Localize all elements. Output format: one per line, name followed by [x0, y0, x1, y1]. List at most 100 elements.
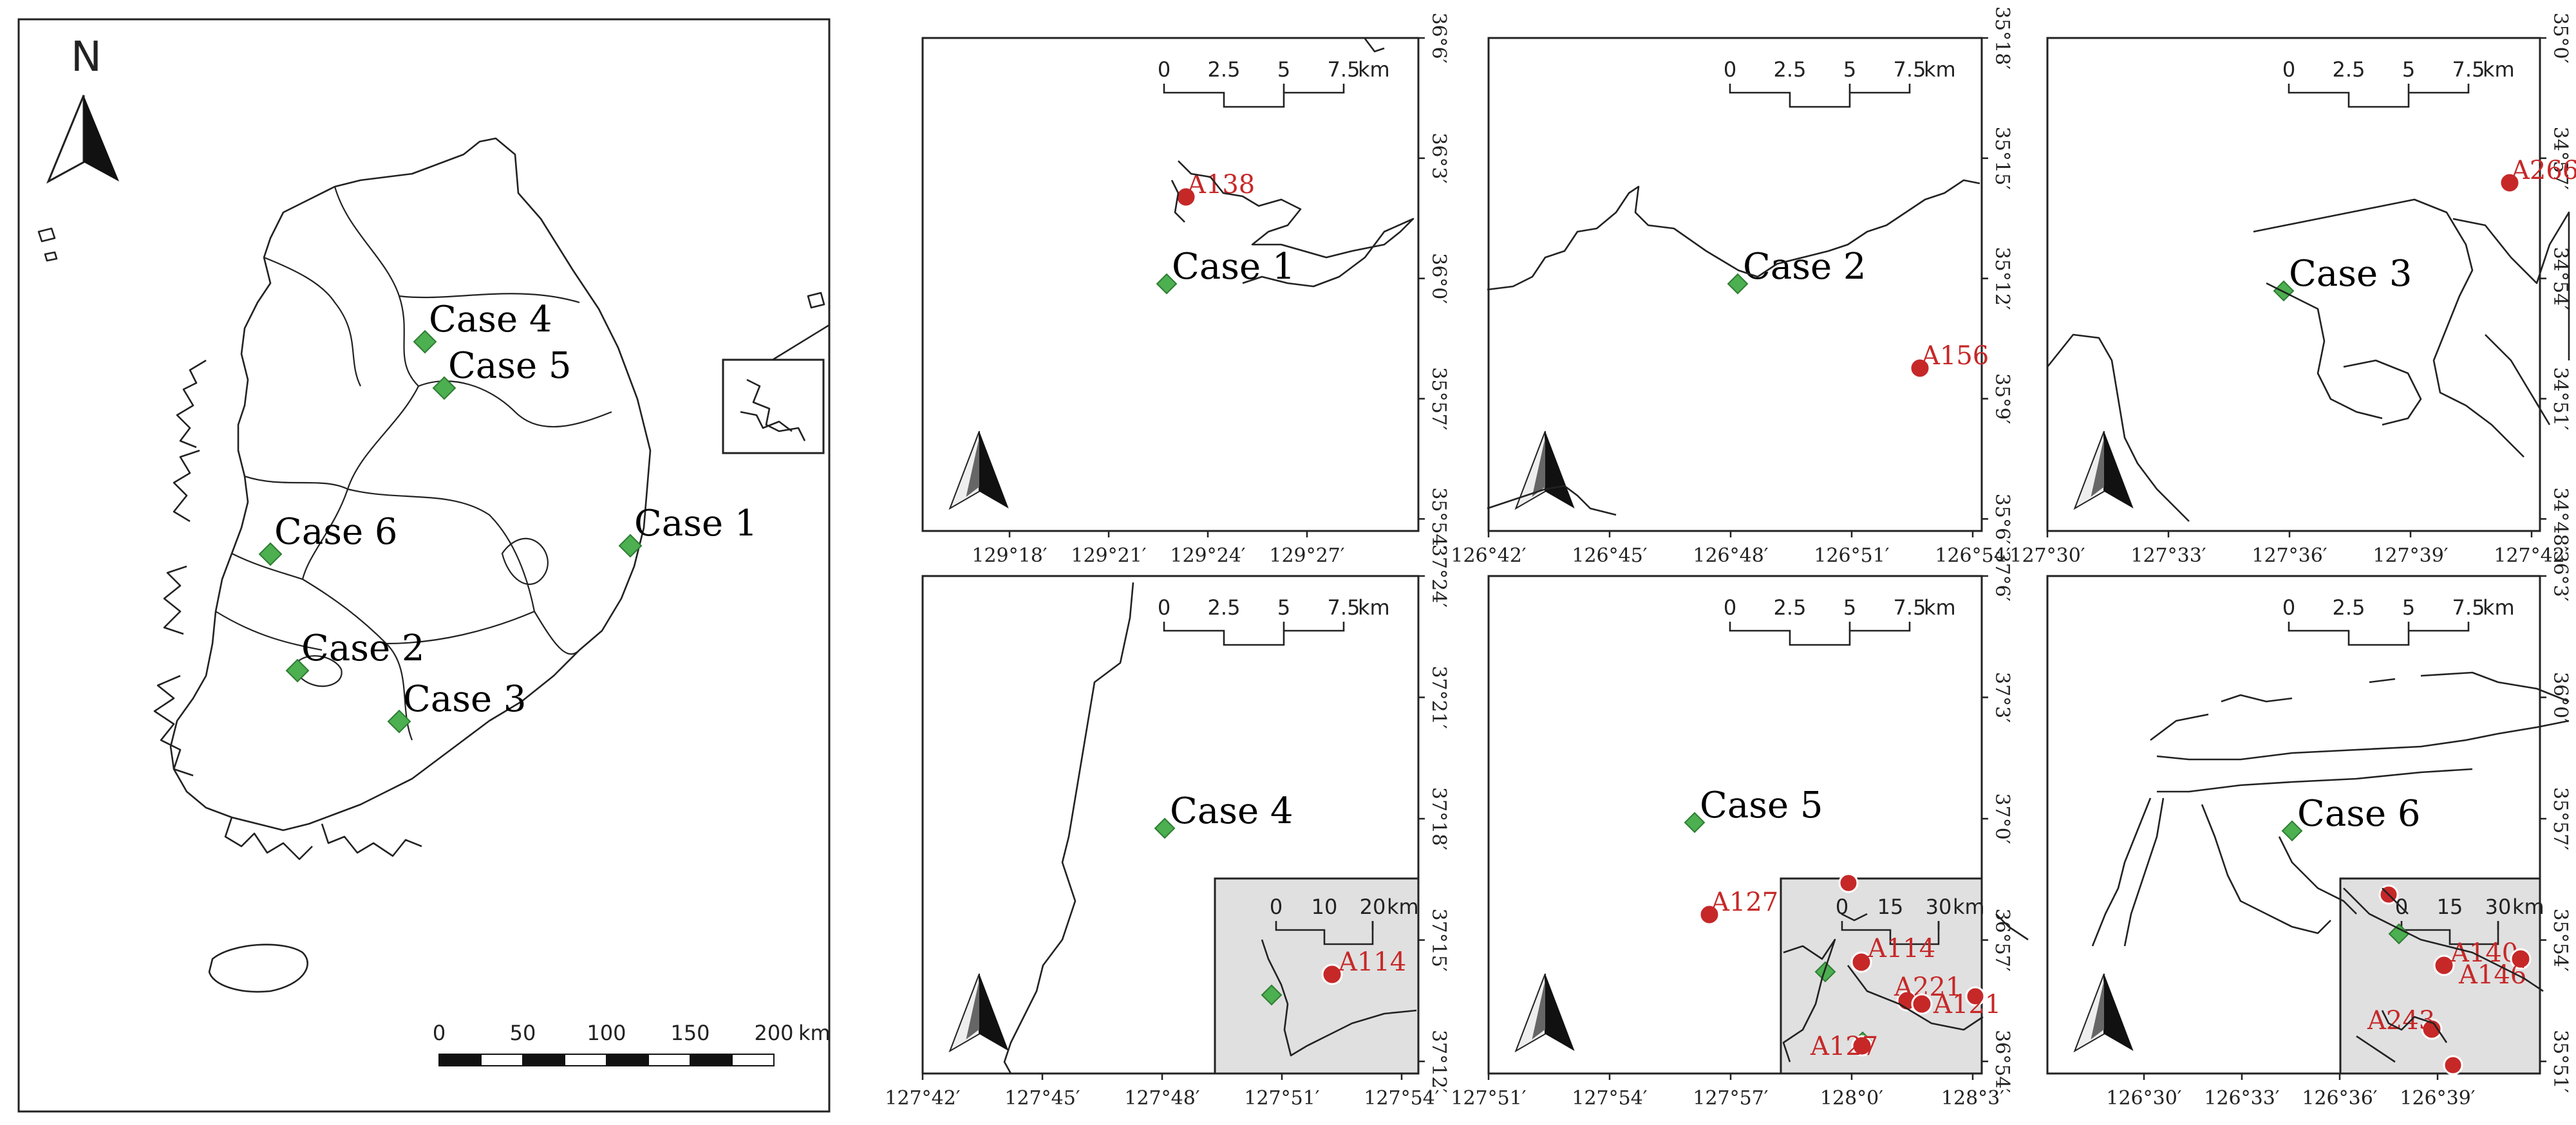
inset-frame — [2339, 877, 2541, 1075]
inset-case-marker — [1261, 984, 1283, 1006]
y-tick-label: 35°6′ — [1991, 494, 2013, 544]
y-tick-label: 35°9′ — [1991, 373, 2013, 424]
north-label: N — [71, 33, 102, 81]
overview-case-label: Case 3 — [403, 678, 527, 720]
y-tick-label: 36°54′ — [1991, 1030, 2013, 1093]
station-label: A156 — [1921, 341, 1989, 371]
case-label: Case 5 — [1700, 785, 1823, 826]
station-marker — [1175, 186, 1197, 208]
overview-case-label: Case 4 — [429, 299, 552, 340]
x-tick-label: 128°0′ — [1820, 1087, 1883, 1110]
case-marker — [2281, 820, 2303, 842]
y-tick-label: 36°0′ — [1427, 253, 1450, 304]
inset-case-marker — [2388, 923, 2410, 945]
scale-unit-label: km — [2483, 595, 2515, 620]
x-tick-label: 127°54′ — [1364, 1087, 1439, 1110]
inset-station-label: A140 — [2450, 938, 2518, 968]
station-marker — [2443, 1055, 2463, 1075]
x-tick-label: 127°51′ — [1244, 1087, 1319, 1110]
scale-unit-label: km — [2512, 895, 2544, 919]
x-tick-label: 127°42′ — [885, 1087, 960, 1110]
x-tick-label: 127°33′ — [2130, 544, 2206, 567]
north-arrow-icon — [1514, 431, 1575, 510]
scale-tick-label: 2.5 — [1774, 57, 1807, 82]
station-marker — [1838, 873, 1859, 893]
inset-station-label: A121 — [1933, 990, 2001, 1019]
case-marker — [1684, 812, 1706, 833]
scale-tick-label: 15 — [2437, 895, 2463, 919]
scale-tick-label: 15 — [1877, 895, 1904, 919]
scale-tick-label: 10 — [1312, 895, 1338, 919]
overview-scale-bar: 0 50 100 150 200 km — [433, 1021, 831, 1066]
overview-case-marker — [432, 376, 456, 400]
y-tick-label: 37°3′ — [1991, 672, 2013, 723]
inset-station-label: A114 — [1338, 947, 1406, 977]
overview-scale-unit: km — [798, 1021, 831, 1045]
scale-tick-label: 0 — [2282, 595, 2295, 620]
province-borders — [215, 186, 612, 741]
detail-panel: 129°18′ 129°21′ 129°24′ 129°27′ 36°6′ 36°3′ 36… — [921, 12, 1450, 567]
x-tick-label: 126°51′ — [1814, 544, 1889, 567]
overview-scale-tick: 0 — [433, 1021, 446, 1045]
scale-unit-label: km — [1358, 57, 1390, 82]
inset-station-label: A127 — [1810, 1032, 1878, 1061]
detail-panel: 127°42′ 127°45′ 127°48′ 127°51′ 127°54′ 37°24… — [885, 544, 1450, 1110]
y-tick-label: 35°57′ — [2549, 787, 2571, 850]
case-marker — [2273, 280, 2295, 302]
x-tick-label: 126°33′ — [2204, 1087, 2279, 1110]
station-marker — [2421, 1018, 2443, 1040]
y-tick-label: 34°51′ — [2549, 367, 2571, 430]
scale-tick-label: 2.5 — [1208, 595, 1241, 620]
case-label: Case 4 — [1170, 790, 1293, 832]
detail-panel: 127°51′ 127°54′ 127°57′ 128°0′ 128°3′ 37°6′ 37… — [1451, 550, 2013, 1110]
scale-tick-label: 5 — [2402, 595, 2415, 620]
y-tick-label: 35°12′ — [1991, 247, 2013, 310]
x-tick-label: 128°3′ — [1941, 1087, 2004, 1110]
y-tick-label: 36°3′ — [1427, 133, 1450, 183]
case-marker — [1727, 273, 1749, 295]
y-tick-label: 35°15′ — [1991, 127, 2013, 190]
scale-tick-label: 7.5 — [1894, 595, 1926, 620]
case-marker — [1156, 273, 1178, 295]
scale-tick-label: 2.5 — [1208, 57, 1241, 82]
scale-tick-label: 20 — [1360, 895, 1386, 919]
station-marker — [2510, 948, 2532, 970]
scale-tick-label: 0 — [1724, 595, 1736, 620]
scale-bar: 0 2.5 5 7.5km — [2282, 57, 2515, 108]
scale-bar: 0 2.5 5 7.5km — [1724, 57, 1956, 108]
y-tick-label: 37°12′ — [1427, 1030, 1450, 1093]
x-tick-label: 127°57′ — [1693, 1087, 1768, 1110]
y-tick-label: 37°0′ — [1991, 794, 2013, 844]
north-arrow-icon — [948, 431, 1009, 510]
scale-tick-label: 0 — [1158, 595, 1170, 620]
y-tick-label: 35°18′ — [1991, 6, 2013, 70]
overview-case-label: Case 2 — [301, 628, 425, 669]
overview-scale-tick: 50 — [510, 1021, 536, 1045]
overview-case-marker — [285, 658, 310, 683]
x-tick-label: 126°54′ — [1935, 544, 2010, 567]
x-tick-label: 126°39′ — [2400, 1087, 2475, 1110]
station-marker — [2499, 172, 2521, 194]
y-tick-label: 36°3′ — [2549, 550, 2571, 601]
scale-tick-label: 0 — [1724, 57, 1736, 82]
inset-station-label: A146 — [2458, 960, 2526, 990]
y-tick-label: 36°6′ — [1427, 12, 1450, 63]
station-marker — [1911, 993, 1933, 1015]
x-tick-label: 127°48′ — [1124, 1087, 1199, 1110]
x-tick-label: 126°30′ — [2106, 1087, 2181, 1110]
jeju-island — [208, 944, 308, 993]
inset-frame — [1780, 877, 1983, 1075]
case-label: Case 6 — [2297, 793, 2421, 835]
scale-tick-label: 7.5 — [1328, 57, 1360, 82]
detail-panels: 129°18′ 129°21′ 129°24′ 129°27′ 36°6′ 36°3′ 36… — [885, 6, 2576, 1110]
scale-tick-label: 30 — [2485, 895, 2512, 919]
detail-panel: 127°30′ 127°33′ 127°36′ 127°39′ 127°42′ 35°0′… — [2009, 12, 2576, 567]
scale-bar: 0 2.5 5 7.5km — [1158, 57, 1390, 108]
scale-unit-label: km — [1358, 595, 1390, 620]
overview-case-marker — [258, 542, 283, 566]
y-tick-label: 35°0′ — [2549, 12, 2571, 63]
scale-bar: 0 15 30 km — [2395, 895, 2544, 945]
scale-unit-label: km — [1953, 895, 1985, 919]
